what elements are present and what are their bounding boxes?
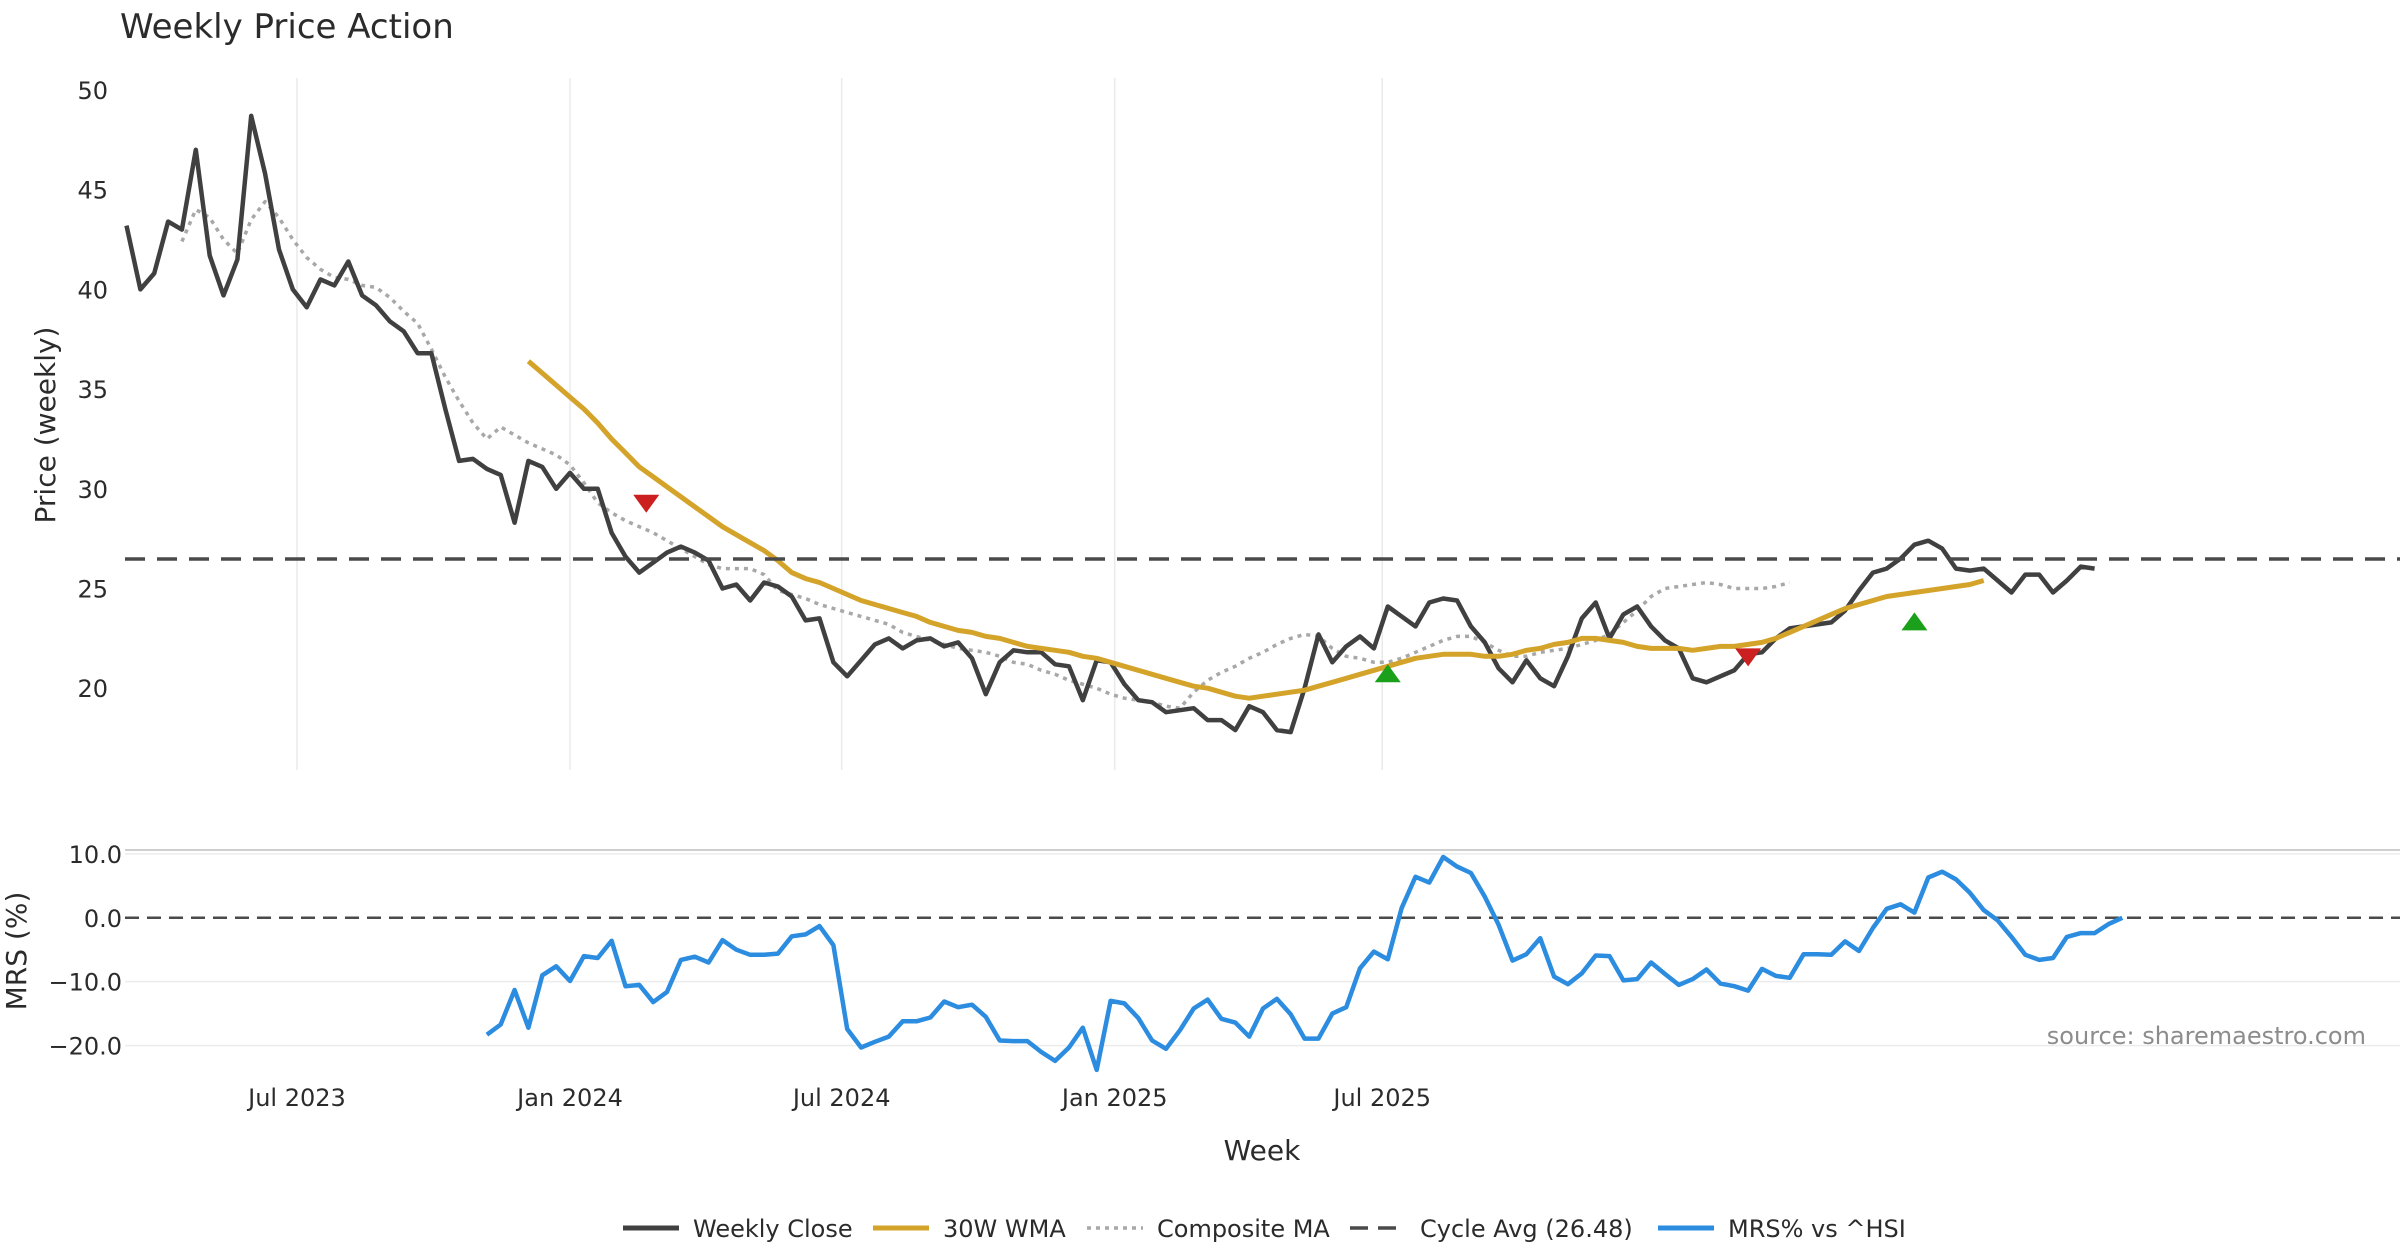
- x-tick-jul-2023: Jul 2023: [246, 1084, 346, 1112]
- legend-label-weekly-close: Weekly Close: [693, 1215, 853, 1243]
- price-y-tick-40: 40: [77, 276, 108, 304]
- x-axis-label: Week: [1224, 1134, 1301, 1167]
- price-signals: [633, 494, 1928, 683]
- series-composite-ma: [180, 199, 1791, 710]
- mrs-y-ticks: 10.0 0.0 −10.0 −20.0: [48, 841, 122, 1061]
- chart-title: Weekly Price Action: [120, 7, 454, 47]
- mrs-y-tick-10-0: −10.0: [48, 969, 122, 997]
- source-note: source: sharemaestro.com: [2047, 1022, 2366, 1050]
- price-y-tick-35: 35: [77, 376, 108, 404]
- legend-label-30w-wma: 30W WMA: [943, 1215, 1066, 1243]
- price-y-axis-label: Price (weekly): [29, 327, 62, 524]
- legend-label-composite-ma: Composite MA: [1157, 1215, 1330, 1243]
- price-y-ticks: 20 25 30 35 40 45 50: [77, 77, 108, 703]
- buy-signal-marker-3: [1901, 612, 1928, 631]
- price-y-tick-25: 25: [77, 576, 108, 604]
- legend: Weekly Close 30W WMA Composite MA Cycle Avg…: [623, 1215, 1906, 1243]
- x-ticks: Jul 2023 Jan 2024 Jul 2024 Jan 2025 Jul 2025: [246, 1084, 1431, 1112]
- price-y-tick-20: 20: [77, 675, 108, 703]
- price-y-tick-30: 30: [77, 476, 108, 504]
- buy-signal-marker-1: [1374, 664, 1401, 683]
- price-gridlines: [296, 78, 1383, 770]
- mrs-series: [485, 854, 2124, 1073]
- sell-signal-marker-0: [633, 494, 660, 513]
- price-y-tick-50: 50: [77, 77, 108, 105]
- series-weekly-close: [124, 113, 2095, 735]
- legend-label-cycle-avg-26-48: Cycle Avg (26.48): [1420, 1215, 1633, 1243]
- price-series: [124, 113, 2400, 735]
- x-tick-jul-2024: Jul 2024: [791, 1084, 891, 1112]
- mrs-y-tick-0-0: 0.0: [84, 905, 122, 933]
- x-tick-jan-2025: Jan 2025: [1060, 1084, 1168, 1112]
- mrs-y-tick-10-0: 10.0: [69, 841, 122, 869]
- sell-signal-marker-2: [1735, 648, 1762, 667]
- mrs-y-tick-20-0: −20.0: [48, 1033, 122, 1061]
- x-tick-jul-2025: Jul 2025: [1331, 1084, 1431, 1112]
- series-30w-wma: [526, 359, 1985, 701]
- x-tick-jan-2024: Jan 2024: [515, 1084, 623, 1112]
- series-mrs-vs-hsi: [485, 854, 2124, 1073]
- mrs-gridlines: [125, 853, 2400, 1047]
- mrs-y-axis-label: MRS (%): [0, 892, 33, 1011]
- price-y-tick-45: 45: [77, 177, 108, 205]
- legend-label-mrs-vs-hsi: MRS% vs ^HSI: [1728, 1215, 1906, 1243]
